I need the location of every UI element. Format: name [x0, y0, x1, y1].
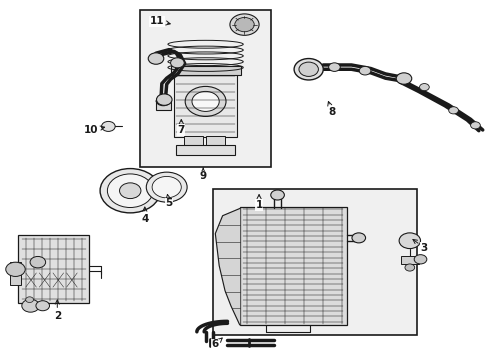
Circle shape: [419, 84, 428, 91]
Polygon shape: [215, 208, 239, 325]
Circle shape: [192, 91, 219, 111]
Circle shape: [448, 107, 458, 114]
Circle shape: [6, 262, 25, 276]
Text: 5: 5: [165, 194, 172, 208]
Circle shape: [22, 299, 39, 312]
Circle shape: [156, 94, 172, 105]
Circle shape: [395, 73, 411, 84]
Bar: [205, 136, 224, 148]
Circle shape: [30, 256, 45, 268]
Circle shape: [26, 297, 33, 302]
Text: 2: 2: [54, 300, 61, 321]
Circle shape: [152, 176, 181, 198]
Bar: [170, 66, 240, 75]
Circle shape: [36, 301, 49, 311]
Circle shape: [170, 58, 184, 68]
Text: 10: 10: [84, 125, 104, 135]
Bar: [176, 145, 234, 155]
Bar: [400, 256, 418, 264]
Circle shape: [404, 264, 414, 271]
Circle shape: [359, 66, 370, 75]
Bar: [239, 207, 346, 325]
Circle shape: [185, 86, 225, 116]
Circle shape: [398, 233, 420, 249]
Text: 8: 8: [327, 102, 335, 117]
Circle shape: [100, 168, 160, 213]
Circle shape: [293, 59, 323, 80]
Circle shape: [148, 53, 163, 64]
Circle shape: [469, 122, 479, 129]
Text: 6: 6: [211, 338, 222, 349]
Text: 7: 7: [177, 120, 184, 135]
Circle shape: [146, 172, 187, 202]
Circle shape: [107, 174, 153, 207]
Circle shape: [119, 183, 141, 199]
Circle shape: [270, 190, 284, 200]
Circle shape: [298, 62, 318, 76]
Bar: [140, 10, 271, 167]
Bar: [10, 262, 21, 285]
Circle shape: [413, 255, 426, 264]
Text: 11: 11: [149, 16, 170, 26]
Circle shape: [328, 63, 340, 71]
Text: 4: 4: [141, 207, 148, 224]
Text: 1: 1: [255, 194, 262, 210]
Bar: [19, 235, 89, 303]
Text: 3: 3: [412, 239, 427, 253]
Circle shape: [234, 18, 254, 32]
Bar: [183, 136, 203, 148]
Circle shape: [351, 233, 365, 243]
Bar: [212, 189, 416, 336]
Bar: [174, 71, 237, 137]
Bar: [156, 100, 170, 111]
Circle shape: [229, 14, 259, 35]
Text: 9: 9: [199, 168, 206, 181]
Circle shape: [102, 121, 115, 131]
